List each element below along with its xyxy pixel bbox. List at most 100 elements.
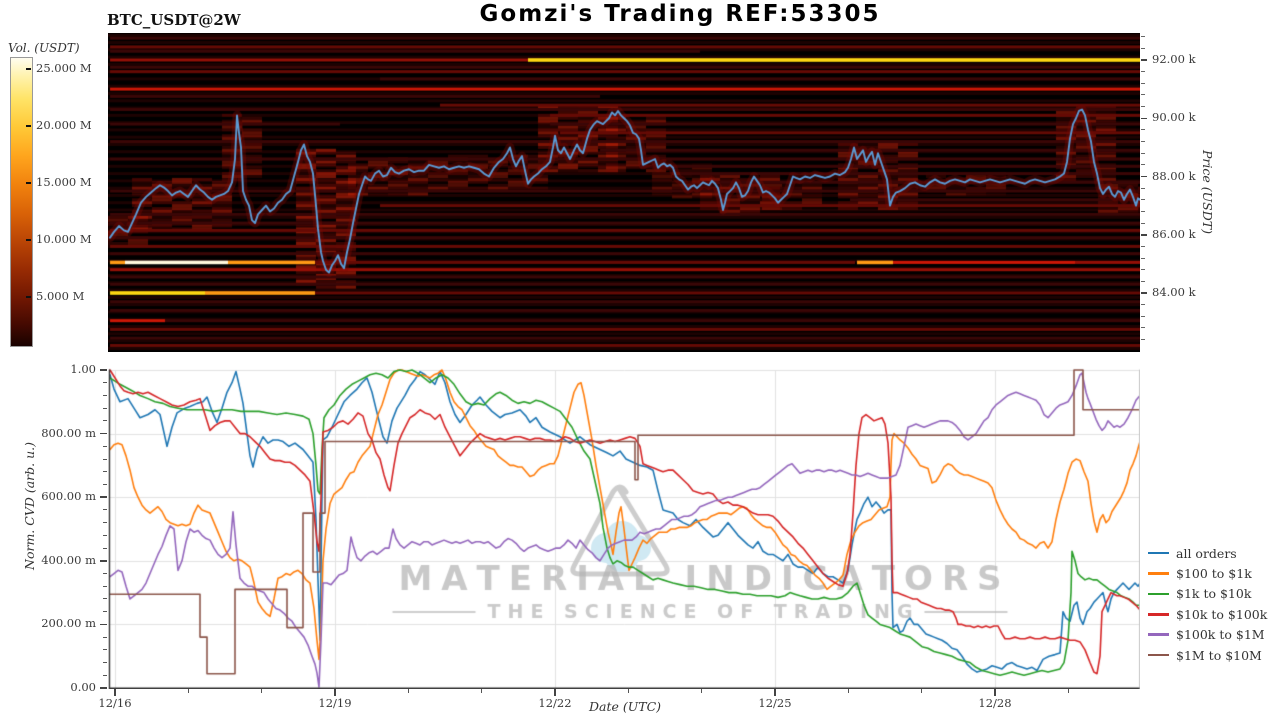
volume-colorbar [10,57,33,347]
price-heatmap-canvas [108,33,1140,352]
legend-swatch [1148,653,1169,657]
legend-item: $100 to $1k [1148,563,1267,583]
legend-item: $1k to $10k [1148,584,1267,604]
price-major-tick [1141,117,1147,119]
price-major-tick [1141,234,1147,236]
price-major-tick [1141,175,1147,178]
cvd-major-tick [100,369,107,371]
price-minor-tick [1141,315,1145,317]
price-tick-label: 86.00 k [1152,226,1196,241]
cvd-tick-label: 600.00 m [41,489,96,504]
legend-label: $10k to $100k [1176,606,1268,622]
price-minor-tick [1141,269,1145,271]
date-major-tick [334,689,336,696]
cvd-minor-tick [103,407,107,409]
pair-symbol-label: BTC_USDT@2W [107,11,241,29]
legend-swatch [1148,592,1169,596]
price-minor-tick [1141,339,1145,341]
colorbar-tick-label: 20.000 M [36,118,92,132]
price-axis-label: Price (USDT) [1200,150,1215,234]
date-major-tick [994,689,996,696]
price-major-tick [1141,59,1147,61]
cvd-major-tick [100,432,107,435]
price-tick-label: 88.00 k [1152,168,1196,183]
legend-item: all orders [1148,543,1267,563]
colorbar-tick [26,68,31,70]
date-major-tick [554,689,556,696]
cvd-major-tick [100,560,107,562]
legend-swatch [1148,572,1169,575]
date-tick-label: 12/25 [758,696,792,710]
price-minor-tick [1141,47,1145,49]
date-tick-label: 12/22 [538,696,572,710]
cvd-minor-tick [103,509,107,511]
legend-swatch [1148,613,1169,616]
cvd-minor-tick [103,420,107,422]
date-minor-tick [187,689,189,693]
cvd-minor-tick [103,649,107,651]
cvd-minor-tick [103,382,107,384]
cvd-tick-label: 800.00 m [41,425,96,440]
cvd-minor-tick [103,534,107,536]
cvd-minor-tick [103,636,107,638]
legend-label: $100 to $1k [1176,566,1252,582]
price-minor-tick [1141,199,1145,201]
legend-label: all orders [1176,545,1237,561]
date-tick-label: 12/19 [318,696,352,710]
date-minor-tick [261,689,263,693]
colorbar-tick [26,239,31,241]
price-minor-tick [1141,280,1145,282]
cvd-minor-tick [103,445,107,447]
colorbar-tick-label: 5.000 M [36,289,85,303]
colorbar-tick-label: 25.000 M [36,61,92,75]
legend-item: $1M to $10M [1148,645,1267,665]
date-tick-label: 12/28 [978,696,1012,710]
date-minor-tick [847,689,849,693]
price-minor-tick [1141,245,1145,247]
legend: all orders $100 to $1k $1k to $10k $10k to … [1148,543,1267,665]
cvd-minor-tick [103,674,107,676]
colorbar-tick [26,296,31,298]
price-minor-tick [1141,94,1145,96]
cvd-minor-tick [103,522,107,524]
price-minor-tick [1141,152,1145,154]
legend-label: $100k to $1M [1176,627,1265,643]
price-minor-tick [1141,257,1145,259]
cvd-minor-tick [103,598,107,600]
price-minor-tick [1141,71,1145,73]
cvd-minor-tick [103,471,107,473]
legend-label: $1M to $10M [1176,647,1262,663]
cvd-major-tick [100,687,107,689]
price-minor-tick [1141,222,1145,224]
cvd-axis-label: Norm. CVD (arb. u.) [22,442,37,570]
price-minor-tick [1141,164,1145,166]
cvd-minor-tick [103,585,107,587]
price-minor-tick [1141,187,1145,189]
date-minor-tick [481,689,483,693]
price-minor-tick [1141,210,1145,212]
price-minor-tick [1141,327,1145,329]
price-minor-tick [1141,106,1145,108]
cvd-major-tick [100,496,107,498]
date-major-tick [114,689,116,696]
cvd-tick-label: 200.00 m [41,616,96,631]
cvd-minor-tick [103,573,107,575]
price-tick-label: 90.00 k [1152,110,1196,125]
date-minor-tick [701,689,703,693]
colorbar-title: Vol. (USDT) [8,41,80,55]
colorbar-tick-label: 15.000 M [36,175,92,189]
cvd-minor-tick [103,458,107,460]
date-minor-tick [1067,689,1069,693]
legend-swatch [1148,551,1169,555]
cvd-minor-tick [103,547,107,549]
date-major-tick [774,689,776,696]
legend-item: $10k to $100k [1148,604,1267,624]
colorbar-tick [26,182,31,184]
price-tick-label: 84.00 k [1152,285,1196,299]
legend-label: $1k to $10k [1176,586,1252,602]
date-minor-tick [407,689,409,693]
cvd-minor-tick [103,662,107,664]
date-axis-label: Date (UTC) [588,699,662,714]
cvd-minor-tick [103,483,107,485]
